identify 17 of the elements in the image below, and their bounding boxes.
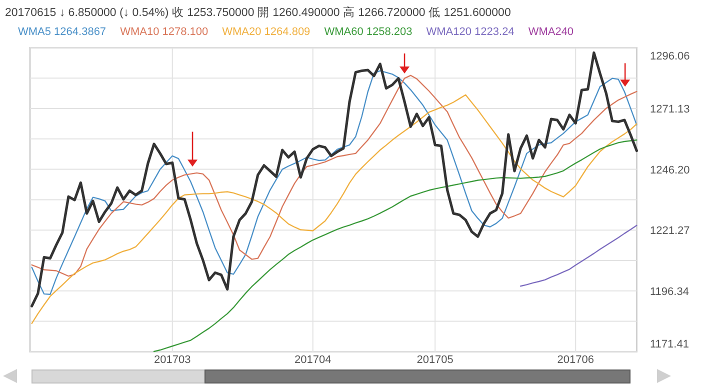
legend-label: WMA240 (528, 26, 574, 38)
y-tick-label: 1171.41 (650, 338, 689, 351)
y-tick-label: 1221.27 (650, 225, 690, 238)
x-tick-label: 201703 (154, 354, 191, 366)
y-tick-label: 1246.20 (650, 164, 690, 176)
y-tick-label: 1196.34 (650, 286, 689, 298)
x-tick-label: 201704 (294, 354, 332, 366)
text: WMA10 1278.100 (120, 26, 208, 38)
y-tick-label: 1296.06 (650, 50, 690, 63)
text: WMA5 1264.3867 (18, 26, 106, 38)
chart-title: 20170615 ↓ 6.850000 (↓ 0.54%) 收 1253.750000 開 1260.490000 高 1266.720000 低 1251.600000 (5, 5, 511, 19)
text: WMA120 1223.24 (426, 26, 514, 38)
text: WMA20 1264.809 (222, 26, 310, 38)
y-tick-label: 1271.13 (650, 104, 690, 116)
x-tick-label: 201705 (416, 354, 454, 366)
text: WMA60 1258.203 (324, 26, 412, 38)
x-tick-label: 201706 (557, 354, 594, 366)
